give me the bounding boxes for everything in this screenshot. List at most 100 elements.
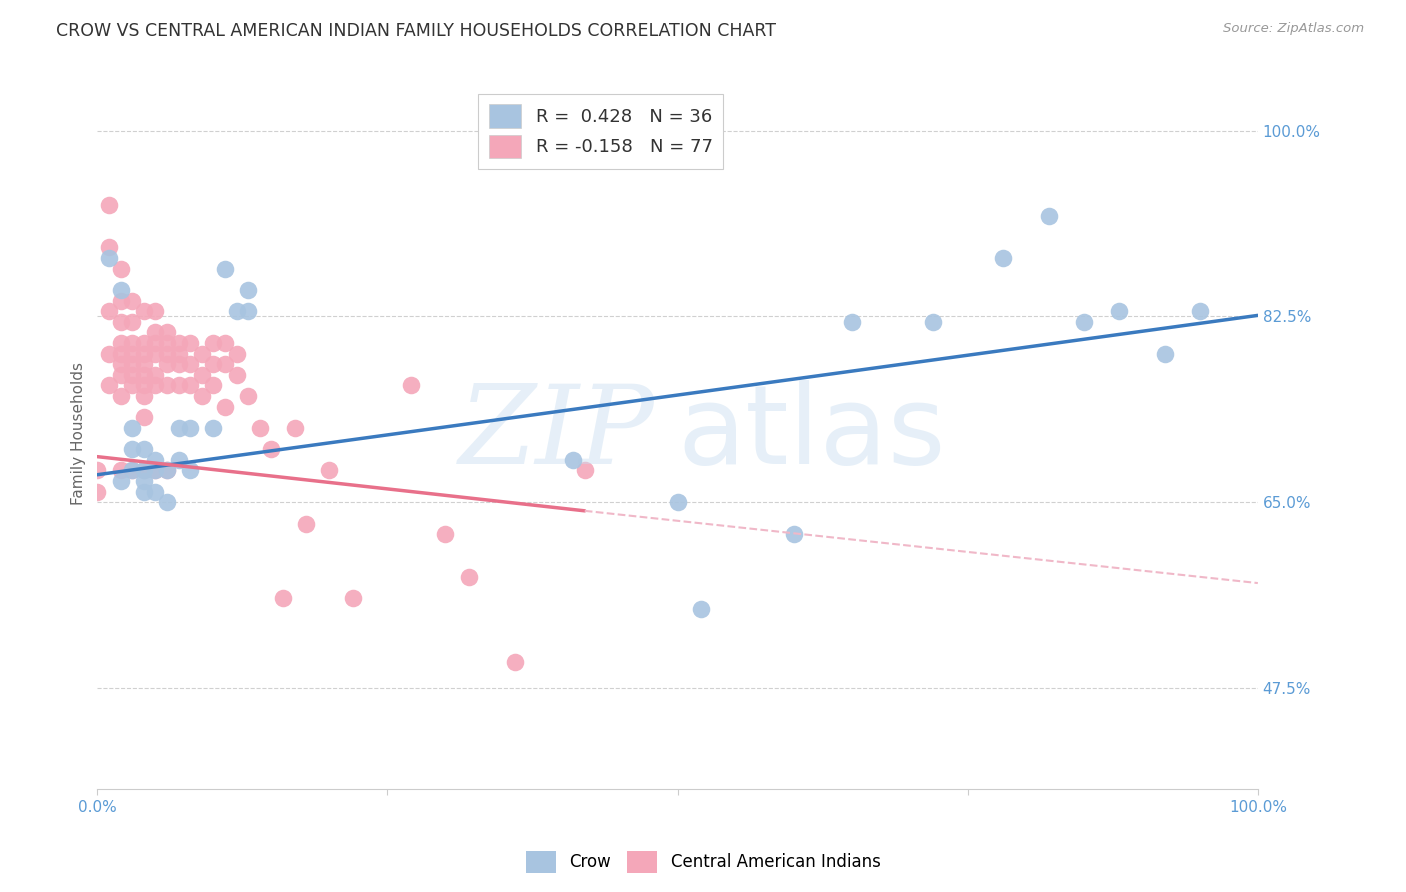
Point (97, 378, 120, 392)
Point (110, 389, 132, 403)
Point (145, 378, 167, 392)
Point (145, 368, 167, 382)
Point (562, 453, 585, 467)
Point (1038, 209, 1060, 223)
Point (167, 336, 190, 351)
Text: CROW VS CENTRAL AMERICAN INDIAN FAMILY HOUSEHOLDS CORRELATION CHART: CROW VS CENTRAL AMERICAN INDIAN FAMILY H… (56, 22, 776, 40)
Point (318, 463, 340, 477)
Point (191, 368, 214, 382)
Point (503, 655, 526, 669)
Point (249, 421, 271, 435)
Point (132, 463, 155, 477)
Point (110, 357, 132, 371)
Point (991, 251, 1014, 265)
Point (260, 442, 283, 457)
Point (841, 315, 863, 329)
Point (132, 304, 155, 318)
Point (110, 283, 132, 297)
Point (214, 357, 236, 371)
Point (238, 304, 260, 318)
Point (121, 463, 143, 477)
Point (167, 357, 190, 371)
Point (121, 378, 143, 392)
Point (271, 591, 294, 605)
Point (214, 261, 236, 276)
Point (167, 453, 190, 467)
Point (156, 495, 179, 509)
Point (202, 378, 225, 392)
Point (202, 421, 225, 435)
Point (110, 261, 132, 276)
Point (145, 346, 167, 360)
Point (574, 463, 596, 477)
Point (110, 346, 132, 360)
Point (689, 601, 711, 615)
Point (179, 357, 201, 371)
Point (121, 368, 143, 382)
Point (132, 389, 155, 403)
Point (156, 378, 179, 392)
Point (121, 293, 143, 308)
Point (1188, 304, 1211, 318)
Point (179, 421, 201, 435)
Point (167, 378, 190, 392)
Point (145, 484, 167, 499)
Point (110, 368, 132, 382)
Point (156, 463, 179, 477)
Point (121, 357, 143, 371)
Point (342, 591, 364, 605)
Point (110, 463, 132, 477)
Point (132, 336, 155, 351)
Point (86, 484, 108, 499)
Point (191, 346, 214, 360)
Point (97, 240, 120, 254)
Point (179, 336, 201, 351)
Point (132, 410, 155, 425)
Point (121, 463, 143, 477)
Point (457, 570, 479, 584)
Point (399, 378, 422, 392)
Point (167, 346, 190, 360)
Point (145, 463, 167, 477)
Point (132, 378, 155, 392)
Point (110, 474, 132, 488)
Point (145, 336, 167, 351)
Point (110, 336, 132, 351)
Point (167, 421, 190, 435)
Point (202, 357, 225, 371)
Point (284, 421, 307, 435)
Point (1154, 346, 1177, 360)
Point (156, 463, 179, 477)
Text: ZIP: ZIP (458, 379, 654, 487)
Point (666, 495, 689, 509)
Point (132, 474, 155, 488)
Point (121, 336, 143, 351)
Point (202, 336, 225, 351)
Point (191, 389, 214, 403)
Legend: Crow, Central American Indians: Crow, Central American Indians (519, 845, 887, 880)
Point (1073, 315, 1095, 329)
Point (110, 293, 132, 308)
Point (156, 357, 179, 371)
Point (132, 346, 155, 360)
Point (145, 453, 167, 467)
Point (238, 389, 260, 403)
Point (121, 442, 143, 457)
Point (225, 346, 247, 360)
Point (214, 336, 236, 351)
Point (97, 304, 120, 318)
Point (156, 346, 179, 360)
Point (97, 346, 120, 360)
Text: Source: ZipAtlas.com: Source: ZipAtlas.com (1223, 22, 1364, 36)
Point (225, 304, 247, 318)
Point (782, 527, 804, 541)
Point (121, 315, 143, 329)
Point (86, 463, 108, 477)
Point (121, 421, 143, 435)
Point (225, 368, 247, 382)
Point (132, 442, 155, 457)
Point (145, 326, 167, 340)
Point (179, 463, 201, 477)
Point (145, 304, 167, 318)
Point (132, 368, 155, 382)
